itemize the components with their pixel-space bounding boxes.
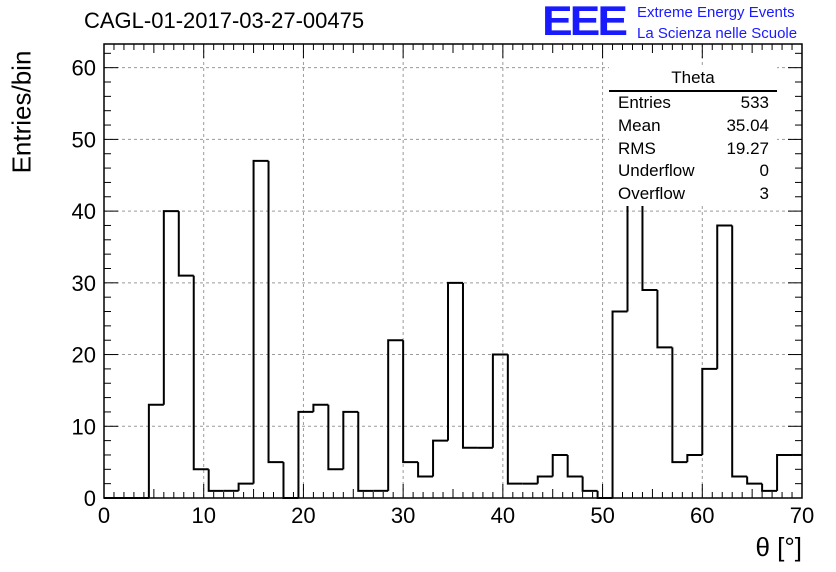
y-tick-label: 50 (72, 127, 96, 152)
stats-value: 0 (759, 161, 769, 181)
histogram-bin (596, 490, 613, 499)
histogram-bin (716, 224, 733, 369)
histogram-bin (671, 347, 688, 464)
histogram-bin (761, 483, 778, 492)
histogram-bin (207, 469, 224, 492)
y-tick-label: 40 (72, 199, 96, 224)
stats-value: 3 (759, 184, 769, 204)
histogram-bin (746, 476, 763, 485)
stats-box: Theta Entries 533 Mean 35.04 RMS 19.27 U… (609, 66, 777, 206)
x-tick-label: 50 (590, 503, 614, 528)
stats-value: 35.04 (726, 115, 769, 135)
stats-value: 533 (740, 93, 769, 112)
histogram-bin (417, 462, 434, 478)
eee-logo: EEE (542, 0, 628, 45)
logo-line-1: Extreme Energy Events (637, 4, 795, 21)
histogram-bin (506, 354, 523, 485)
stats-label: Mean (618, 115, 661, 135)
stats-label: Overflow (618, 184, 686, 204)
x-tick-label: 10 (191, 503, 215, 528)
histogram-bin (581, 476, 598, 492)
chart-title: CAGL-01-2017-03-27-00475 (84, 8, 365, 33)
histogram-bin (551, 453, 568, 477)
x-tick-label: 0 (98, 503, 110, 528)
histogram-bin (237, 482, 254, 491)
histogram-bin (656, 290, 673, 349)
y-tick-label: 20 (72, 343, 96, 368)
histogram-bin (686, 453, 703, 463)
stats-label: RMS (618, 138, 656, 158)
histogram-bin (357, 411, 374, 492)
histogram-bin (327, 404, 344, 471)
y-axis-label: Entries/bin (6, 50, 37, 174)
histogram-bin (402, 340, 419, 464)
y-tick-label: 0 (84, 486, 96, 511)
histogram-bin (282, 462, 299, 499)
x-tick-label: 60 (690, 503, 714, 528)
stats-row-rms: RMS 19.27 (609, 138, 777, 161)
x-axis-label: θ [°] (755, 532, 802, 562)
histogram-bin (566, 454, 583, 478)
histogram-bin (536, 475, 553, 484)
histogram-bin (147, 403, 164, 498)
x-tick-label: 70 (790, 503, 814, 528)
histogram-bin (701, 367, 718, 455)
x-tick-label: 30 (391, 503, 415, 528)
plot-frame (103, 43, 803, 499)
histogram-bin (447, 281, 463, 441)
histogram-bin (342, 410, 359, 470)
histogram-bin (252, 159, 269, 484)
stats-row-entries: Entries 533 (609, 92, 777, 115)
y-tick-label: 10 (72, 414, 96, 439)
histogram-bin (162, 210, 179, 405)
histogram-bin (731, 225, 748, 478)
stats-row-overflow: Overflow 3 (609, 183, 777, 206)
stats-value: 19.27 (726, 138, 769, 158)
histogram-bin (776, 453, 793, 491)
histogram-bin (297, 410, 314, 498)
logo-line-2: La Scienza nelle Scuole (637, 25, 798, 42)
stats-title: Theta (609, 66, 777, 92)
x-tick-label: 20 (291, 503, 315, 528)
histogram-bin (267, 160, 284, 464)
stats-label: Underflow (618, 161, 695, 181)
histogram-bin (177, 211, 194, 277)
stats-label: Entries (618, 93, 671, 112)
y-tick-label: 60 (72, 56, 96, 81)
histogram-bin (491, 353, 508, 448)
stats-row-mean: Mean 35.04 (609, 115, 777, 138)
x-tick-label: 40 (491, 503, 515, 528)
histogram-bin (312, 403, 329, 412)
y-tick-label: 30 (72, 271, 96, 296)
histogram-bin (192, 275, 209, 471)
histogram-bin (611, 310, 628, 498)
histogram-bin (387, 339, 404, 491)
stats-row-underflow: Underflow 0 (609, 160, 777, 183)
histogram-bin (432, 439, 449, 477)
histogram-bin (461, 282, 478, 449)
